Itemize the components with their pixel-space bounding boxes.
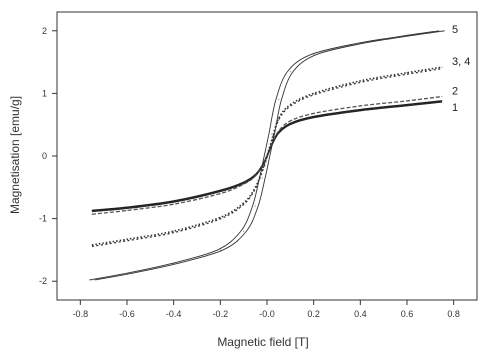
series-line	[94, 30, 445, 281]
data-point	[173, 263, 175, 265]
data-point	[359, 80, 361, 82]
data-point	[406, 104, 408, 106]
y-axis-label: Magnetisation [emu/g]	[8, 96, 22, 214]
y-tick-label: 0	[42, 151, 47, 161]
data-point	[219, 216, 221, 218]
labels-layer: 1 2 3, 4 5	[452, 24, 470, 114]
data-point	[173, 230, 175, 232]
data-point	[91, 244, 93, 246]
series-3	[89, 30, 445, 281]
data-point	[278, 99, 280, 101]
data-point	[406, 35, 408, 37]
y-tick-label: 1	[42, 88, 47, 98]
data-point	[313, 53, 315, 56]
data-point	[266, 155, 268, 157]
data-point	[261, 177, 263, 179]
data-point	[243, 181, 245, 183]
data-point	[173, 203, 175, 205]
data-point	[441, 100, 443, 102]
data-point	[261, 169, 263, 171]
data-point	[289, 104, 291, 106]
curve-label-2: 3, 4	[452, 56, 470, 68]
data-point	[243, 230, 245, 232]
data-point	[441, 95, 443, 98]
data-point	[219, 189, 221, 192]
x-tick-label: 0.6	[401, 309, 414, 319]
x-tick-label: -0.4	[166, 309, 182, 319]
data-point	[243, 183, 245, 185]
x-tick-label: 0.8	[447, 309, 460, 319]
data-point	[271, 139, 273, 141]
data-point	[289, 70, 291, 73]
data-point	[441, 66, 443, 68]
x-axis-label: Magnetic field [T]	[217, 335, 308, 349]
data-point	[126, 209, 128, 212]
data-point	[441, 30, 443, 32]
curve-label-3: 5	[452, 24, 458, 36]
data-point	[271, 133, 273, 135]
data-point	[173, 200, 175, 202]
data-point	[219, 192, 221, 195]
data-point	[91, 213, 93, 215]
data-point	[91, 209, 93, 212]
curve-label-1: 2	[452, 86, 458, 98]
series-layer	[89, 30, 445, 281]
data-point	[219, 249, 221, 251]
data-point	[289, 120, 291, 122]
x-tick-label: -0.6	[119, 309, 135, 319]
y-tick-label: -2	[39, 276, 47, 286]
data-point	[313, 112, 315, 115]
curve-label-0: 1	[452, 102, 458, 114]
series-line	[91, 66, 443, 246]
data-point	[254, 175, 256, 177]
x-tick-label: -0.0	[259, 309, 275, 319]
data-point	[406, 72, 408, 74]
data-point	[313, 115, 315, 118]
axes-layer: -0.8 -0.6 -0.4 -0.2 -0.0 0.2 0.4 0.6 0.8 -2 -1 0 1 2	[39, 26, 460, 319]
data-point	[289, 122, 291, 125]
data-point	[359, 105, 361, 107]
y-tick-label: -1	[39, 214, 47, 224]
data-point	[313, 92, 315, 94]
series-line	[89, 30, 440, 281]
data-point	[91, 279, 93, 281]
data-point	[278, 117, 280, 120]
y-tick-label: 2	[42, 26, 47, 36]
data-point	[359, 42, 361, 44]
x-tick-label: -0.2	[213, 309, 229, 319]
data-point	[278, 130, 280, 132]
data-point	[254, 205, 256, 207]
x-tick-label: 0.2	[307, 309, 320, 319]
data-point	[243, 202, 245, 204]
data-point	[406, 100, 408, 102]
data-point	[254, 186, 256, 188]
data-point	[126, 238, 128, 240]
series-line	[91, 67, 443, 248]
data-point	[126, 206, 128, 208]
data-point	[359, 109, 361, 111]
x-tick-label: 0.4	[354, 309, 367, 319]
data-point	[126, 273, 128, 275]
x-tick-label: -0.8	[73, 309, 89, 319]
